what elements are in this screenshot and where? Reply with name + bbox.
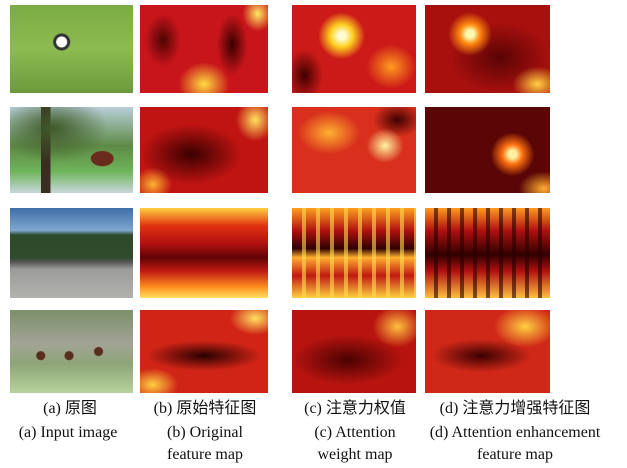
caption-english: (b) Original feature map <box>140 422 270 466</box>
caption-line: (d) Attention enhancement <box>405 422 625 444</box>
heatmap <box>292 5 416 93</box>
caption-line: (b) Original <box>140 422 270 444</box>
caption-english: (c) Attention weight map <box>290 422 420 466</box>
caption-chinese: (a) 原图 <box>8 398 132 420</box>
caption-line: (a) Input image <box>0 422 136 444</box>
heatmap <box>140 5 268 93</box>
caption-line: (c) Attention <box>290 422 420 444</box>
heatmap <box>425 208 550 298</box>
caption-line: weight map <box>290 444 420 466</box>
caption-english: (a) Input image <box>0 422 136 444</box>
heatmap <box>292 208 416 298</box>
figure: (a) 原图 (a) Input image (b) 原始特征图 (b) Ori… <box>0 0 627 468</box>
heatmap <box>292 310 416 393</box>
caption-english: (d) Attention enhancement feature map <box>405 422 625 466</box>
heatmap <box>425 310 550 393</box>
heatmap <box>140 208 268 298</box>
heatmap <box>140 310 268 393</box>
heatmap <box>140 107 268 193</box>
photo-cattle <box>10 310 133 393</box>
heatmap <box>425 5 550 93</box>
caption-chinese: (c) 注意力权值 <box>280 398 430 420</box>
heatmap <box>292 107 416 193</box>
photo-parking <box>10 208 133 298</box>
heatmap <box>425 107 550 193</box>
photo-sheep <box>10 5 133 93</box>
caption-line: feature map <box>140 444 270 466</box>
photo-cow <box>10 107 133 193</box>
caption-chinese: (d) 注意力增强特征图 <box>415 398 615 420</box>
caption-line: feature map <box>405 444 625 466</box>
caption-chinese: (b) 原始特征图 <box>130 398 280 420</box>
